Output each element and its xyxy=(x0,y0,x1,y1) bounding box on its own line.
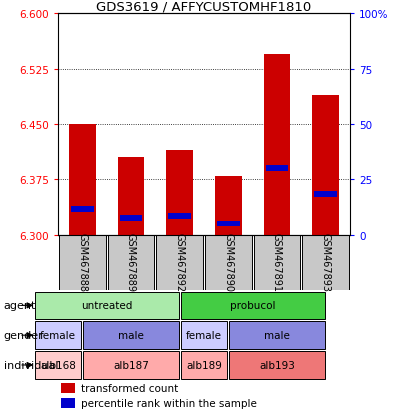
Bar xyxy=(217,221,240,227)
Text: GSM467888: GSM467888 xyxy=(77,233,87,291)
Text: male: male xyxy=(264,330,290,340)
Bar xyxy=(302,235,349,291)
Bar xyxy=(83,351,179,379)
Bar xyxy=(35,351,81,379)
Bar xyxy=(120,216,142,222)
Text: alb187: alb187 xyxy=(113,360,149,370)
Bar xyxy=(62,398,76,408)
Bar xyxy=(229,351,325,379)
Text: probucol: probucol xyxy=(230,301,276,311)
Bar xyxy=(108,235,154,291)
Bar xyxy=(83,322,179,349)
Bar xyxy=(312,95,339,235)
Bar xyxy=(181,292,325,319)
Text: GSM467893: GSM467893 xyxy=(321,233,331,291)
Bar xyxy=(215,176,242,235)
Bar xyxy=(264,55,290,235)
Bar xyxy=(166,150,193,235)
Bar xyxy=(266,166,288,172)
Text: female: female xyxy=(186,330,222,340)
Text: GSM467892: GSM467892 xyxy=(175,232,185,291)
Bar xyxy=(254,235,300,291)
Bar xyxy=(156,235,203,291)
Bar xyxy=(205,235,252,291)
Text: untreated: untreated xyxy=(81,301,132,311)
Title: GDS3619 / AFFYCUSTOMHF1810: GDS3619 / AFFYCUSTOMHF1810 xyxy=(96,0,312,13)
Bar xyxy=(181,322,227,349)
Bar xyxy=(35,292,179,319)
Bar xyxy=(314,192,337,197)
Text: alb189: alb189 xyxy=(186,360,222,370)
Bar xyxy=(59,235,106,291)
Text: female: female xyxy=(40,330,76,340)
Text: transformed count: transformed count xyxy=(81,383,178,393)
Bar xyxy=(69,125,96,235)
Bar xyxy=(168,214,191,220)
Text: alb168: alb168 xyxy=(40,360,76,370)
Bar xyxy=(181,351,227,379)
Text: agent: agent xyxy=(4,301,36,311)
Text: gender: gender xyxy=(4,330,44,340)
Bar xyxy=(118,158,144,235)
Bar xyxy=(229,322,325,349)
Bar xyxy=(71,206,94,212)
Text: alb193: alb193 xyxy=(259,360,295,370)
Text: GSM467891: GSM467891 xyxy=(272,233,282,291)
Text: male: male xyxy=(118,330,144,340)
Text: percentile rank within the sample: percentile rank within the sample xyxy=(81,398,256,408)
Text: individual: individual xyxy=(4,360,58,370)
Bar xyxy=(62,383,76,393)
Text: GSM467890: GSM467890 xyxy=(223,233,233,291)
Text: GSM467889: GSM467889 xyxy=(126,233,136,291)
Bar xyxy=(35,322,81,349)
